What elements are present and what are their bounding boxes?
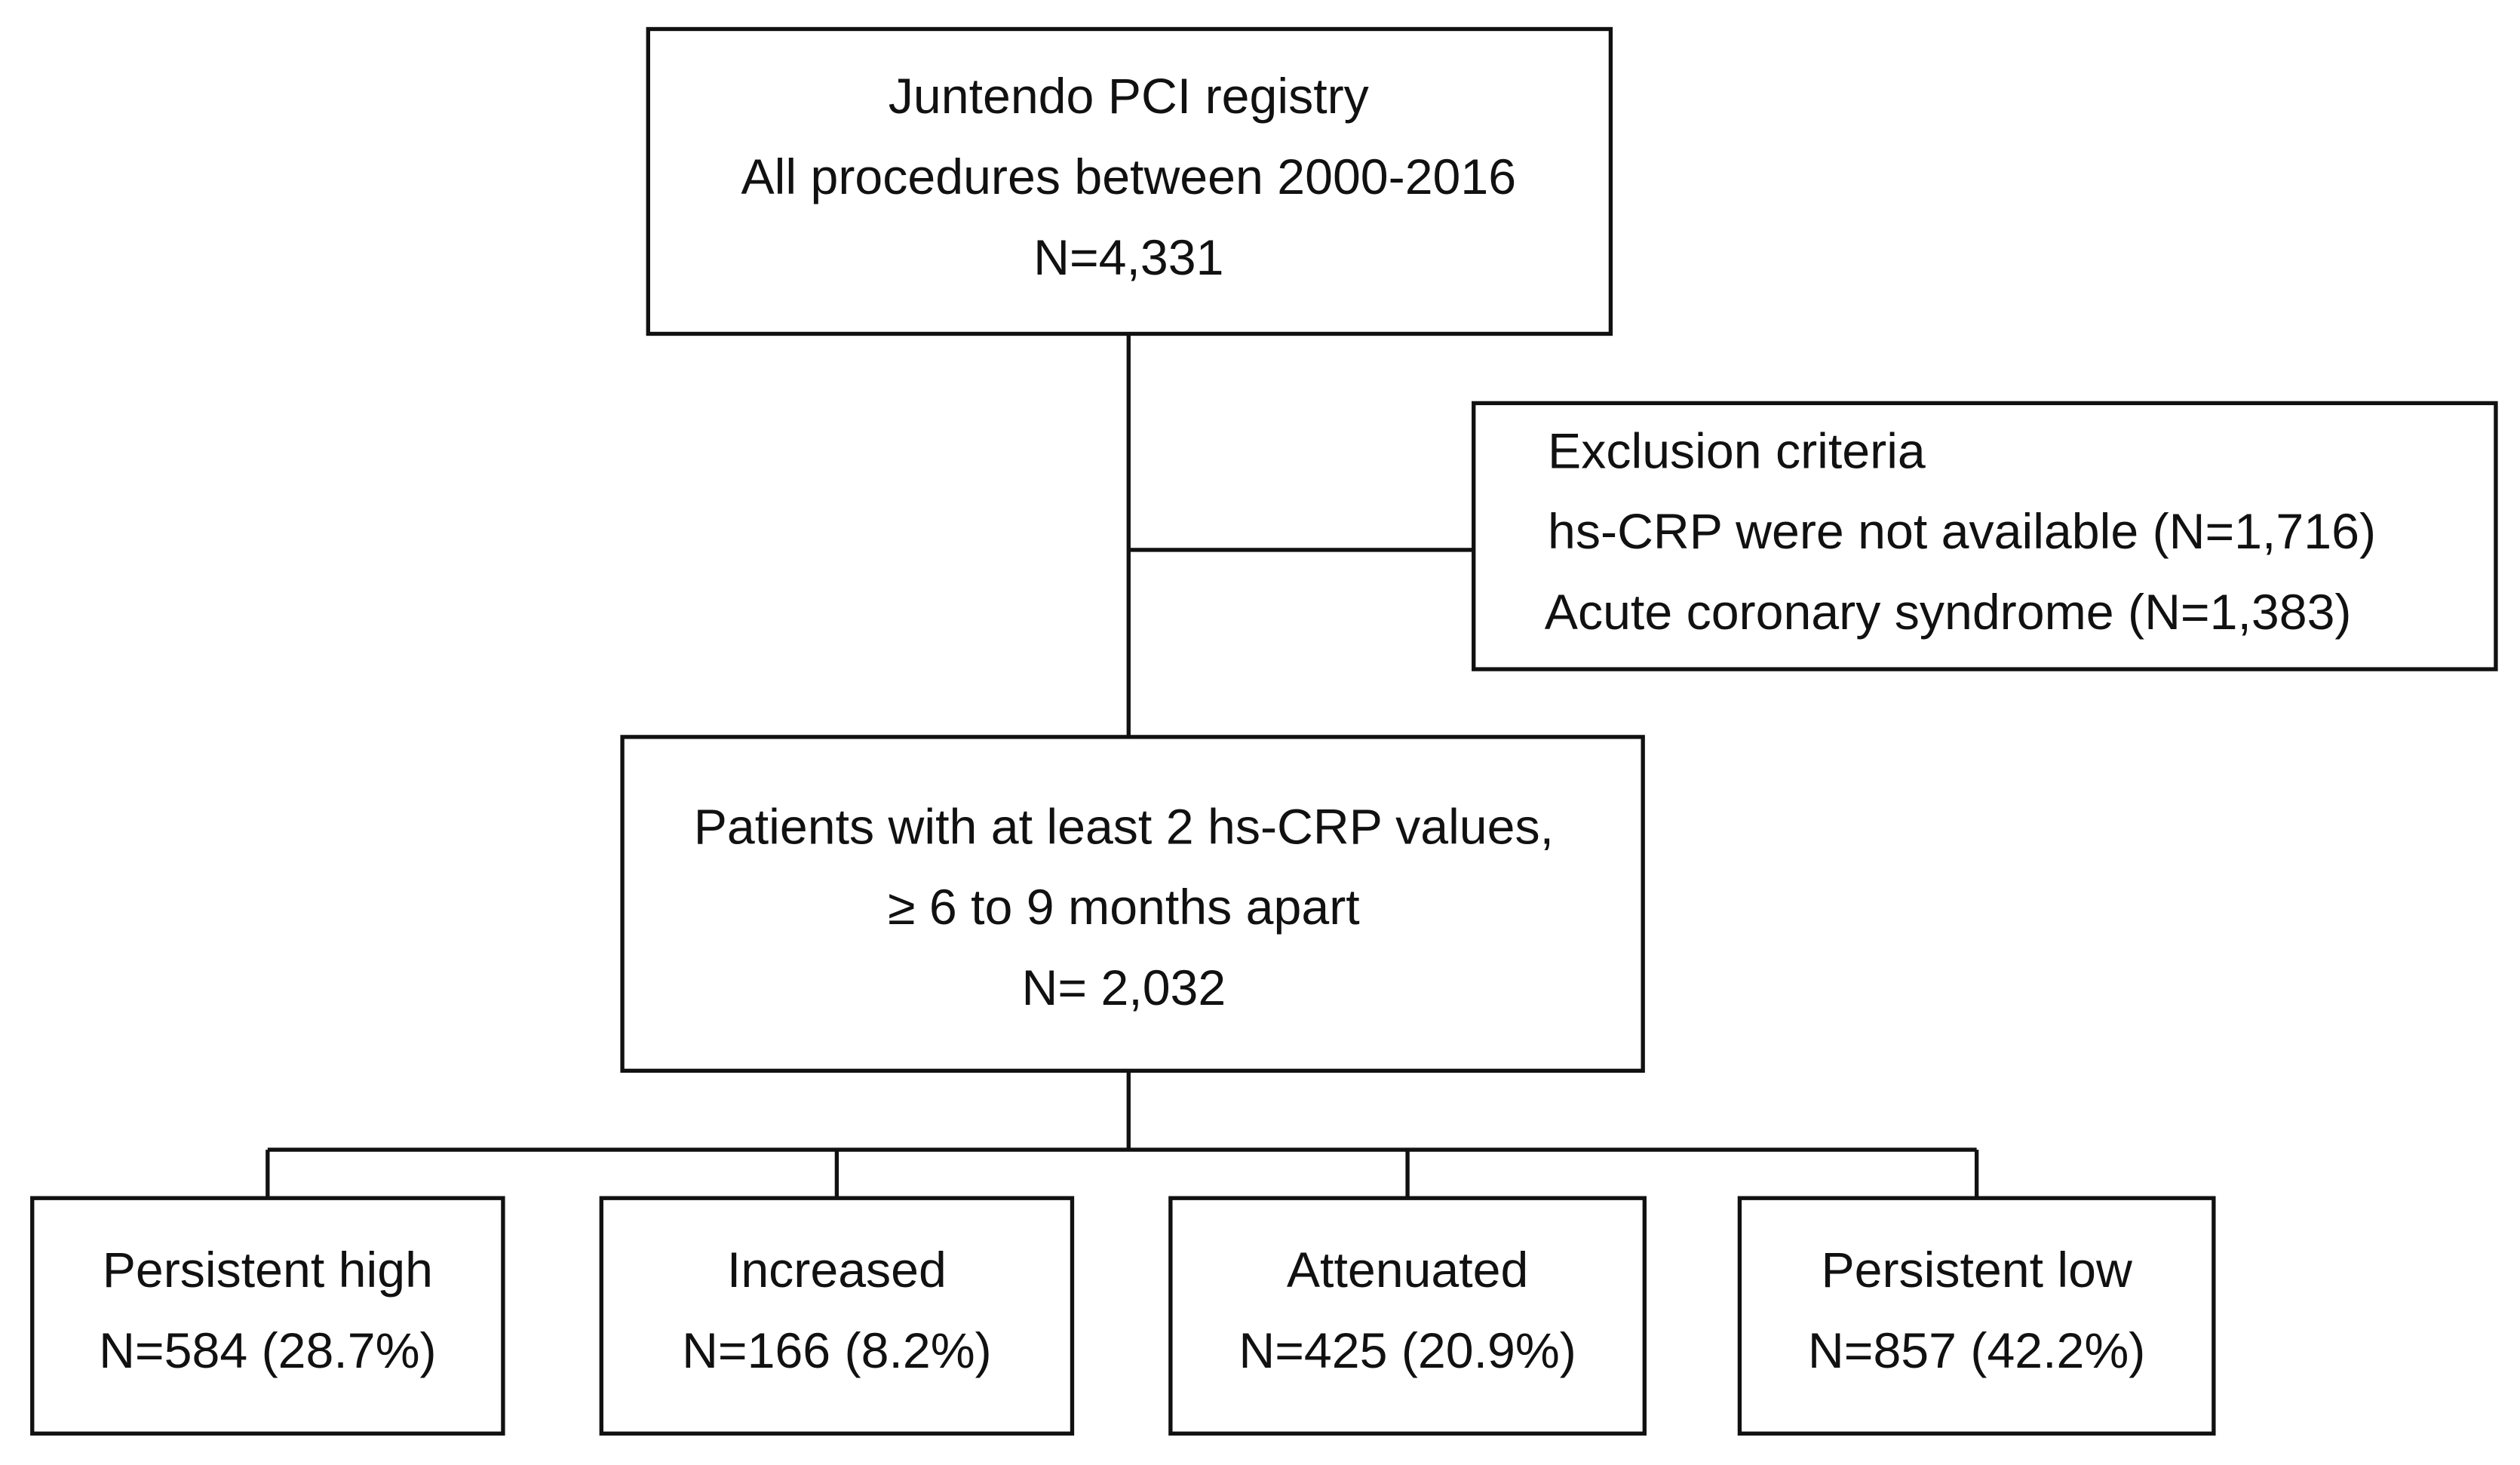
node-box <box>646 26 1613 336</box>
node-text: All procedures between 2000-2016 <box>741 149 1516 205</box>
node-text: N=4,331 <box>1033 230 1223 286</box>
node-box <box>599 1196 1075 1436</box>
node-text: N= 2,032 <box>1022 960 1226 1016</box>
node-text: Juntendo PCI registry <box>889 69 1369 124</box>
node-text: N=425 (20.9%) <box>1239 1323 1576 1379</box>
node-box <box>1472 401 2498 671</box>
node-text: Patients with at least 2 hs-CRP values, <box>694 799 1554 855</box>
node-text: Increased <box>727 1242 947 1298</box>
node-text: Persistent high <box>103 1242 433 1298</box>
node-text: N=857 (42.2%) <box>1808 1323 2145 1379</box>
node-text: Attenuated <box>1287 1242 1528 1298</box>
node-text: Acute coronary syndrome (N=1,383) <box>1545 585 2352 640</box>
node-box <box>620 735 1645 1073</box>
node-text: ≥ 6 to 9 months apart <box>888 880 1360 935</box>
node-box <box>1168 1196 1647 1436</box>
node-text: hs-CRP were not available (N=1,716) <box>1548 504 2376 560</box>
node-text: N=166 (8.2%) <box>682 1323 992 1379</box>
node-text: N=584 (28.7%) <box>99 1323 436 1379</box>
node-box <box>30 1196 505 1436</box>
node-text: Persistent low <box>1821 1242 2132 1298</box>
node-text: Exclusion criteria <box>1548 423 1926 479</box>
node-box <box>1737 1196 2216 1436</box>
